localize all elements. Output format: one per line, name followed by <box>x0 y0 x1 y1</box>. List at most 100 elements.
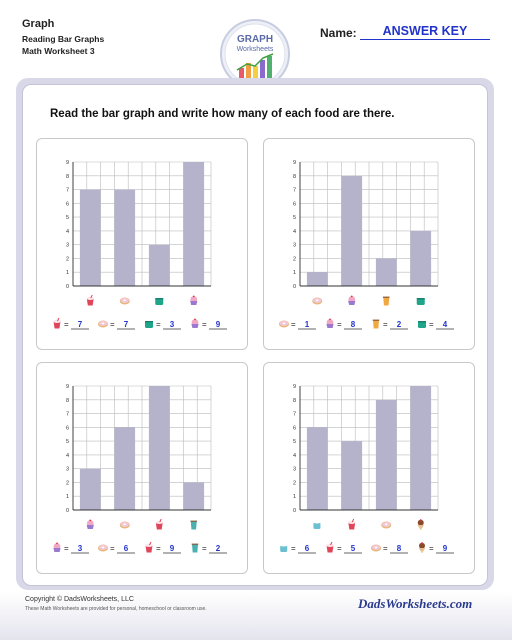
answer-value[interactable]: 9 <box>170 544 175 553</box>
chart-panel-4: 0 1 2 3 4 5 6 7 8 9 = 6 = 5 = 8 = 9 <box>263 362 475 574</box>
answer-value[interactable]: 7 <box>78 320 83 329</box>
copyright-text: Copyright © DadsWorksheets, LLC <box>25 596 134 603</box>
answer-value[interactable]: 3 <box>170 320 175 329</box>
equals-sign: = <box>202 544 207 553</box>
usage-note: These Math Worksheets are provided for p… <box>25 606 207 612</box>
y-tick-label: 4 <box>66 229 69 235</box>
y-tick-label: 7 <box>66 188 69 194</box>
donut-icon <box>119 521 130 529</box>
logo-subtitle: Worksheets <box>237 46 274 53</box>
y-tick-label: 8 <box>293 398 296 404</box>
y-tick-label: 8 <box>66 174 69 180</box>
answer-value[interactable]: 8 <box>351 320 356 329</box>
y-tick-label: 6 <box>66 201 69 207</box>
coffee-cup-icon <box>145 321 153 328</box>
y-tick-label: 0 <box>66 284 69 290</box>
equals-sign: = <box>291 320 296 329</box>
y-tick-label: 7 <box>293 188 296 194</box>
iced-coffee-icon <box>191 543 199 553</box>
bar-donut <box>306 272 328 286</box>
y-tick-label: 4 <box>293 229 296 235</box>
answer-value[interactable]: 7 <box>124 320 129 329</box>
y-tick-label: 5 <box>293 439 296 445</box>
iced-coffee-icon <box>190 520 198 530</box>
y-tick-label: 3 <box>293 243 296 249</box>
answer-value[interactable]: 6 <box>124 544 129 553</box>
name-field[interactable]: ANSWER KEY <box>360 24 490 40</box>
milkshake-icon <box>155 518 164 530</box>
bar-hot-cocoa <box>306 427 328 510</box>
answer-value[interactable]: 9 <box>443 544 448 553</box>
answer-value[interactable]: 4 <box>443 320 448 329</box>
coffee-cup-icon <box>155 298 164 305</box>
equals-sign: = <box>429 320 434 329</box>
answer-value[interactable]: 6 <box>305 544 310 553</box>
equals-sign: = <box>64 544 69 553</box>
cupcake-icon <box>86 519 94 529</box>
cupcake-icon <box>53 542 61 552</box>
instructions: Read the bar graph and write how many of… <box>50 108 395 120</box>
cupcake-icon <box>190 295 198 305</box>
y-tick-label: 5 <box>66 215 69 221</box>
milkshake-icon <box>53 317 61 329</box>
y-tick-label: 5 <box>293 215 296 221</box>
answer-value[interactable]: 5 <box>351 544 356 553</box>
footer-band <box>0 592 512 640</box>
bar-iced-coffee <box>183 482 205 510</box>
answer-value[interactable]: 1 <box>305 320 310 329</box>
hot-cocoa-icon <box>280 544 288 552</box>
y-tick-label: 3 <box>66 467 69 473</box>
coffee-cup-icon <box>418 321 426 328</box>
bar-milkshake <box>341 441 363 510</box>
bar-donut <box>114 427 136 510</box>
chart-panel-1: 0 1 2 3 4 5 6 7 8 9 = 7 = 7 = 3 = 9 <box>36 138 248 350</box>
y-tick-label: 7 <box>293 412 296 418</box>
hot-cocoa-icon <box>313 521 321 529</box>
y-tick-label: 6 <box>293 425 296 431</box>
y-tick-label: 1 <box>66 494 69 500</box>
iced-drink-icon <box>382 296 390 306</box>
worksheet-subtitle: Reading Bar Graphs <box>22 34 105 44</box>
milkshake-icon <box>86 294 95 306</box>
y-tick-label: 1 <box>293 494 296 500</box>
donut-icon <box>119 297 130 305</box>
cupcake-icon <box>348 295 356 305</box>
y-tick-label: 2 <box>293 256 296 262</box>
chart-panel-2: 0 1 2 3 4 5 6 7 8 9 = 1 = 8 = 2 = 4 <box>263 138 475 350</box>
donut-icon <box>279 320 289 328</box>
bar-chart-3: 0 1 2 3 4 5 6 7 8 9 = 3 = 6 = 9 = 2 <box>53 384 227 554</box>
logo-title: GRAPH <box>237 34 273 45</box>
answer-value[interactable]: 9 <box>216 320 221 329</box>
donut-icon <box>98 544 108 552</box>
y-tick-label: 9 <box>66 160 69 166</box>
y-tick-label: 4 <box>66 453 69 459</box>
y-tick-label: 1 <box>293 270 296 276</box>
bar-cupcake <box>79 468 101 510</box>
y-tick-label: 2 <box>293 480 296 486</box>
y-tick-label: 9 <box>293 384 296 390</box>
answer-value[interactable]: 2 <box>216 544 221 553</box>
equals-sign: = <box>383 544 388 553</box>
y-tick-label: 9 <box>66 384 69 390</box>
equals-sign: = <box>156 320 161 329</box>
bar-chart-2: 0 1 2 3 4 5 6 7 8 9 = 1 = 8 = 2 = 4 <box>279 160 454 330</box>
coffee-cup-icon <box>416 298 425 305</box>
answer-value[interactable]: 2 <box>397 320 402 329</box>
milkshake-icon <box>347 518 356 530</box>
bar-sundae <box>410 386 432 510</box>
y-tick-label: 0 <box>293 508 296 514</box>
answer-value[interactable]: 8 <box>397 544 402 553</box>
name-label: Name: <box>320 26 357 40</box>
y-tick-label: 9 <box>293 160 296 166</box>
bar-coffee-cup <box>410 230 432 286</box>
bar-cupcake <box>183 162 205 286</box>
cupcake-icon <box>191 318 199 328</box>
donut-icon <box>381 521 392 529</box>
y-tick-label: 7 <box>66 412 69 418</box>
bar-iced-drink <box>375 258 397 286</box>
y-tick-label: 6 <box>293 201 296 207</box>
y-tick-label: 2 <box>66 480 69 486</box>
bar-milkshake <box>79 189 101 286</box>
answer-value[interactable]: 3 <box>78 544 83 553</box>
y-tick-label: 4 <box>293 453 296 459</box>
